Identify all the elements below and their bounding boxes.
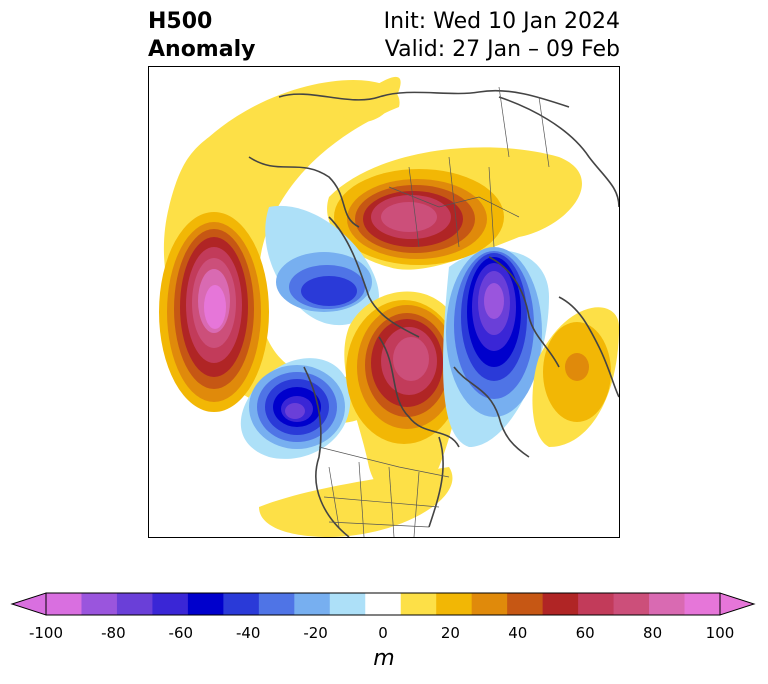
colorbar-segment	[649, 593, 686, 615]
colorbar-segments	[46, 593, 721, 615]
colorbar-segment	[684, 593, 721, 615]
colorbar-tick-label: 40	[508, 624, 528, 642]
title-field: Anomaly	[148, 37, 256, 62]
anomaly-map	[159, 76, 619, 537]
colorbar-segment	[365, 593, 402, 615]
colorbar-outline	[45, 592, 721, 616]
title-left: H500 Anomaly	[148, 8, 255, 64]
colorbar-segment	[471, 593, 508, 615]
southern-ridge-band	[259, 467, 453, 537]
colorbar-segment	[81, 593, 118, 615]
colorbar-tick-label: -40	[235, 624, 261, 642]
colorbar-segment	[152, 593, 189, 615]
title-variable: H500	[148, 9, 213, 34]
colorbar-segment	[400, 593, 437, 615]
valid-range: Valid: 27 Jan – 09 Feb	[384, 37, 620, 62]
western-canada-trough	[240, 358, 351, 459]
colorbar-segment	[542, 593, 579, 615]
arctic-siberia-ridge	[327, 76, 582, 270]
colorbar-tick-label: 20	[440, 624, 460, 642]
colorbar-segment	[223, 593, 260, 615]
colorbar-tick-label: -80	[101, 624, 126, 642]
map-panel	[148, 66, 620, 538]
init-time: Init: Wed 10 Jan 2024	[383, 9, 620, 34]
colorbar-segment	[187, 593, 224, 615]
colorbar-segment	[613, 593, 650, 615]
colorbar-segment	[507, 593, 544, 615]
colorbar-tick-label: 60	[575, 624, 595, 642]
coastlines	[248, 89, 619, 537]
colorbar	[10, 592, 756, 616]
colorbar-segment	[436, 593, 473, 615]
colorbar-segment	[294, 593, 331, 615]
colorbar-tick-label: -100	[28, 624, 64, 642]
eastern-canada-greenland-ridge	[344, 291, 462, 497]
colorbar-segment	[116, 593, 153, 615]
colorbar-tick-label: 80	[643, 624, 663, 642]
northeast-pacific-ridge	[159, 79, 400, 424]
colorbar-segment	[46, 593, 82, 615]
colorbar-under-arrow	[10, 592, 47, 616]
title-right: Init: Wed 10 Jan 2024 Valid: 27 Jan – 09…	[384, 8, 620, 64]
colorbar-tick-label: 0	[378, 624, 388, 642]
colorbar-tick-label: -20	[303, 624, 328, 642]
colorbar-units: m	[373, 646, 395, 671]
borders	[318, 86, 550, 537]
colorbar-segment	[258, 593, 295, 615]
colorbar-segment	[578, 593, 615, 615]
colorbar-tick-label: 100	[705, 624, 735, 642]
colorbar-segment	[329, 593, 366, 615]
alaska-trough	[265, 205, 379, 326]
north-atlantic-europe-trough	[443, 247, 549, 447]
colorbar-over-arrow	[719, 592, 756, 616]
colorbar-tick-label: -60	[168, 624, 194, 642]
